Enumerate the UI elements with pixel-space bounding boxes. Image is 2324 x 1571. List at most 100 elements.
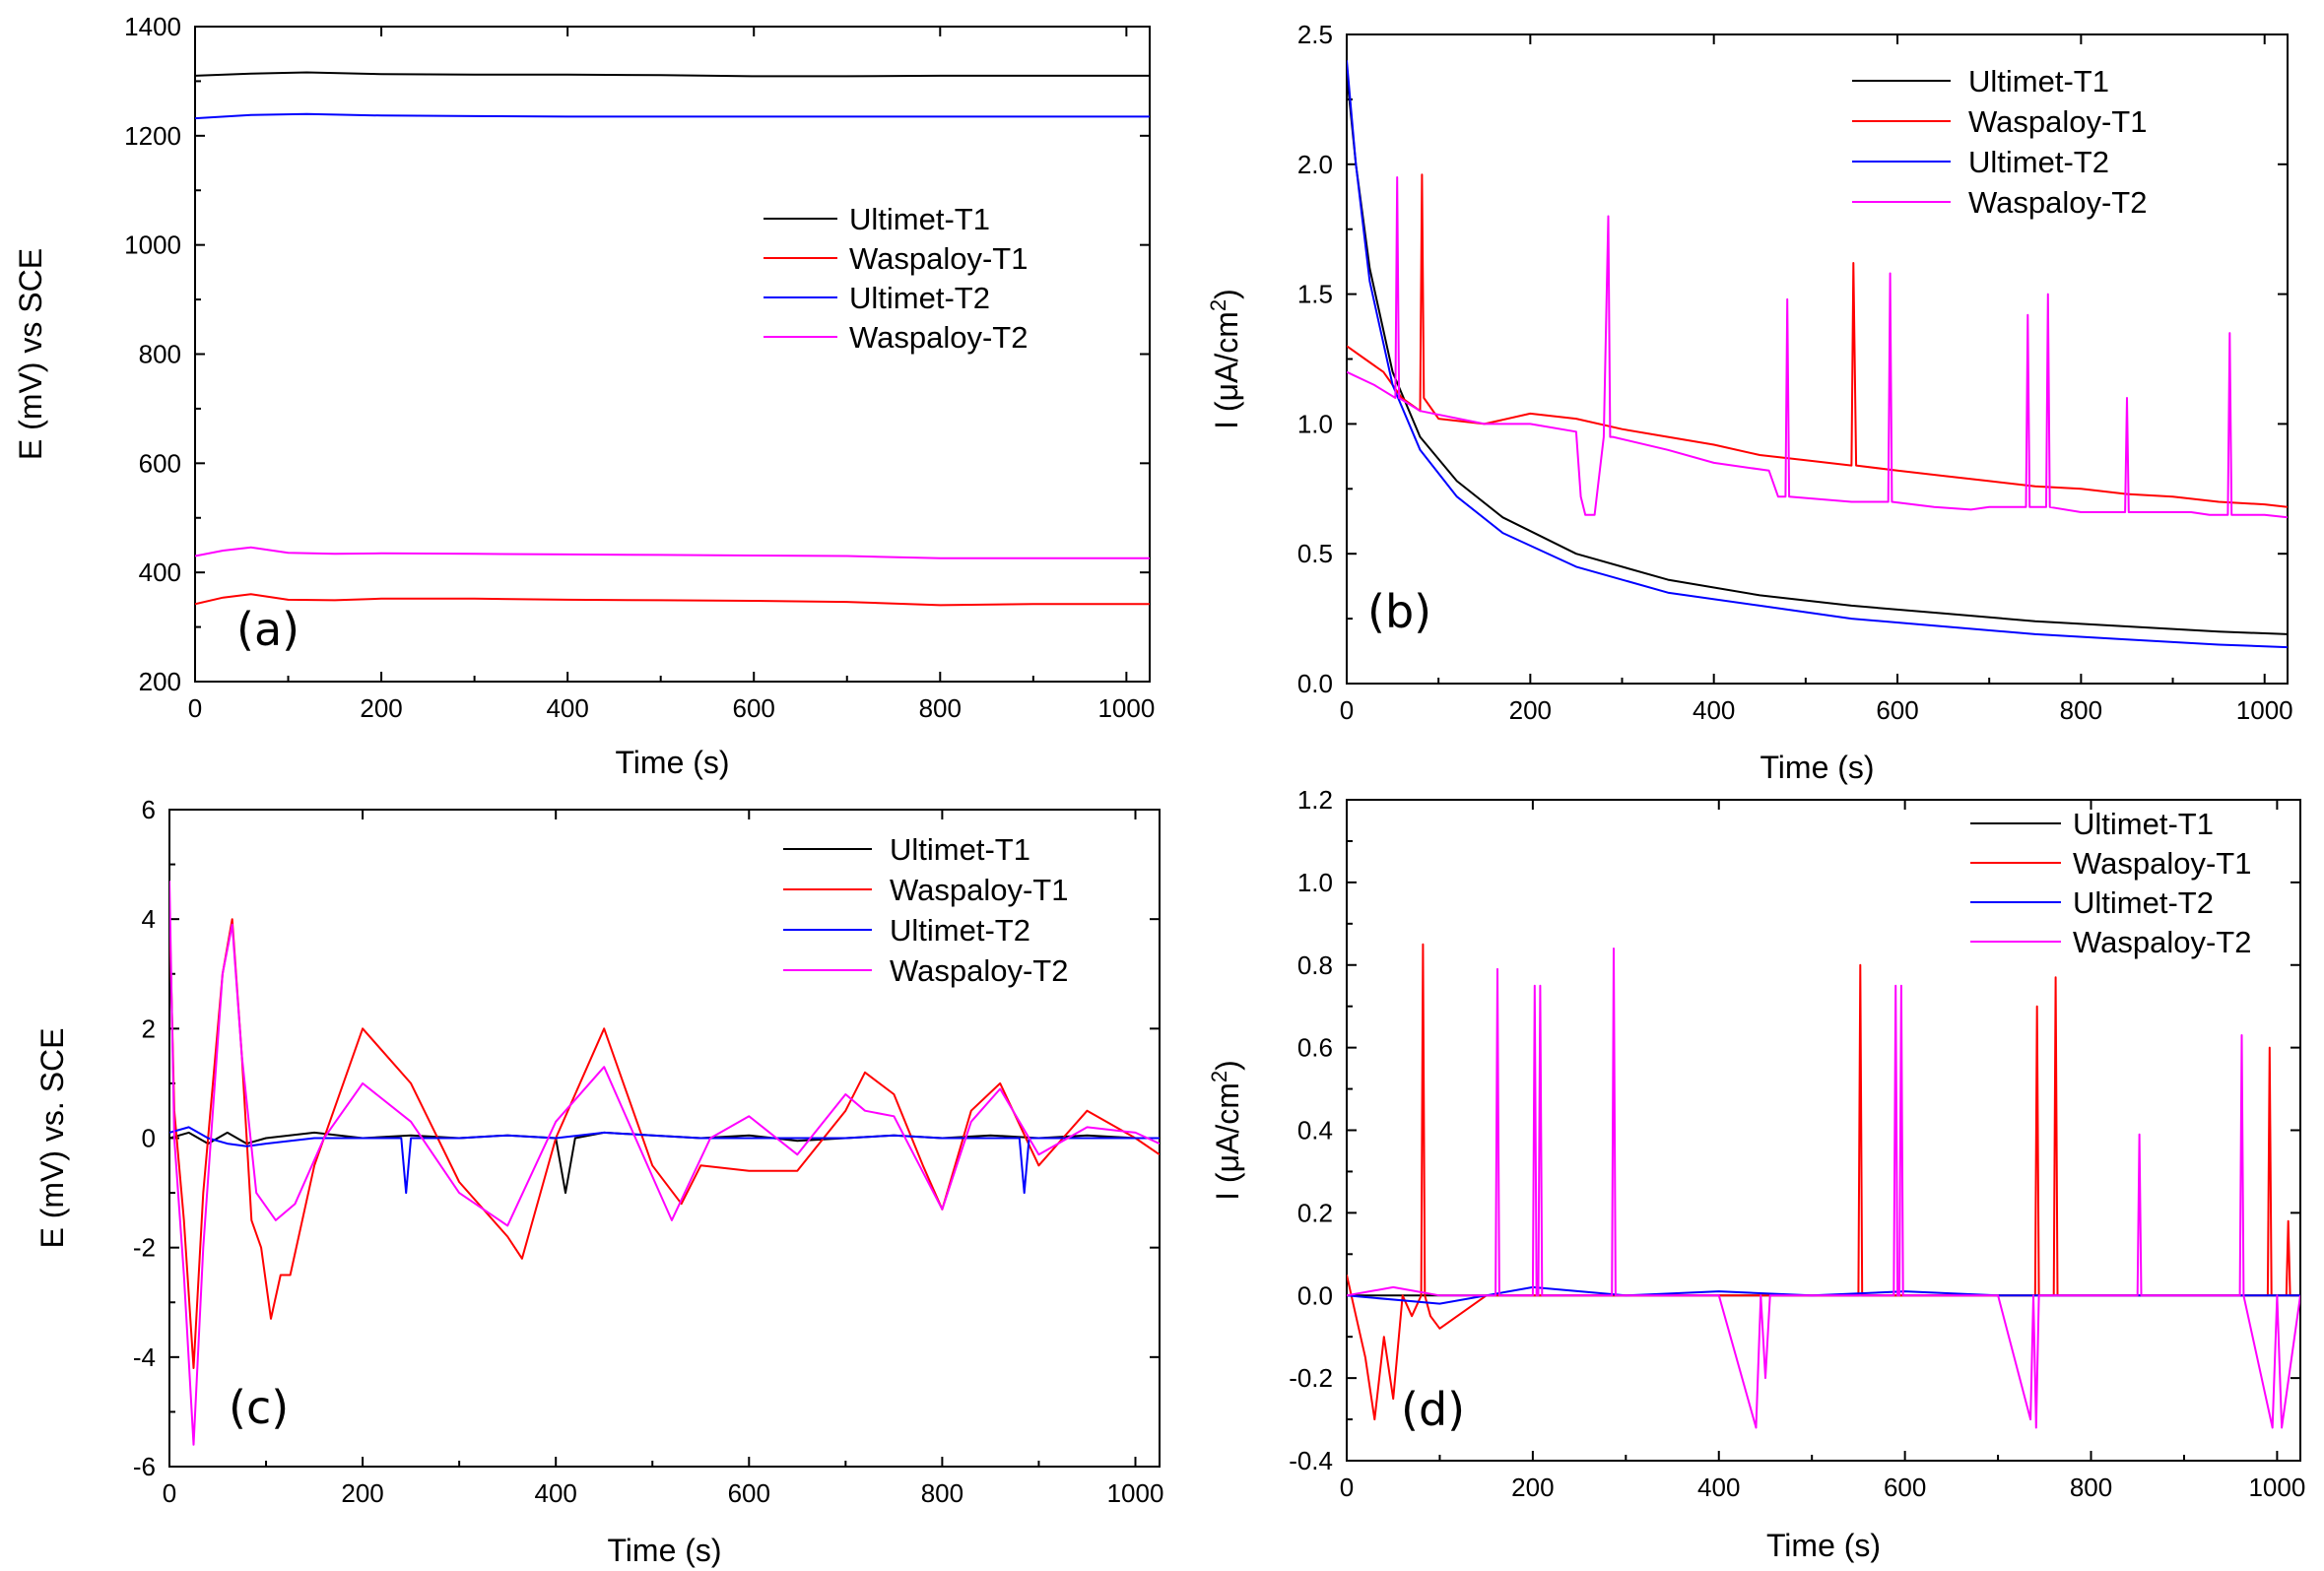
y-tick-label: 400: [139, 557, 181, 587]
y-axis-title: E (mV) vs SCE: [13, 248, 48, 460]
x-tick-label: 0: [1340, 1473, 1354, 1502]
panel-label: (b): [1367, 585, 1431, 638]
legend-label: Waspaloy-T1: [890, 873, 1068, 907]
x-tick-label: 400: [546, 693, 588, 723]
y-tick-label: 0.6: [1297, 1033, 1333, 1063]
x-tick-label: 800: [921, 1478, 963, 1508]
series-line-waspaloy-t2: [195, 546, 1150, 559]
legend-label: Waspaloy-T1: [2073, 846, 2251, 881]
x-axis-title: Time (s): [607, 1533, 721, 1568]
legend-label: Waspaloy-T2: [890, 953, 1068, 988]
x-tick-label: 1000: [1107, 1478, 1164, 1508]
panel-a: 0 200 400 600 800 100020040060080010001200140…: [13, 12, 1155, 780]
x-tick-label: 0: [188, 693, 202, 723]
x-tick-label: 200: [1511, 1473, 1554, 1502]
legend-label: Waspaloy-T2: [2073, 925, 2251, 959]
y-axis-title: E (mV) vs. SCE: [34, 1027, 70, 1248]
x-tick-label: 800: [2070, 1473, 2112, 1502]
legend-label: Ultimet-T1: [2073, 807, 2214, 841]
y-tick-label: -6: [133, 1452, 156, 1481]
x-tick-label: 400: [534, 1478, 576, 1508]
y-tick-label: 2.5: [1297, 20, 1333, 49]
x-tick-label: 600: [728, 1478, 770, 1508]
panel-d: 0 200 400 600 800 1000 -0.4 -0.2 0.0 0.2 0.4 0.6 0.8…: [1207, 785, 2306, 1563]
series-line-ultimet-t1: [1347, 73, 2288, 635]
y-tick-label: 600: [139, 448, 181, 478]
x-tick-label: 200: [1509, 695, 1552, 725]
x-tick-label: 0: [1340, 695, 1354, 725]
x-tick-label: 600: [1884, 1473, 1926, 1502]
series-line-waspaloy-t1: [1347, 943, 2300, 1421]
series-line-ultimet-t2: [195, 112, 1150, 120]
panel-label: (c): [229, 1381, 289, 1434]
legend-label: Waspaloy-T1: [849, 241, 1028, 276]
y-tick-label: -4: [133, 1342, 156, 1372]
x-axis-title: Time (s): [1760, 750, 1874, 785]
y-tick-label: -0.4: [1289, 1446, 1333, 1475]
y-tick-label: 0.2: [1297, 1198, 1333, 1227]
y-tick-label: 1000: [124, 230, 181, 260]
x-tick-label: 200: [360, 693, 402, 723]
y-tick-label: 6: [142, 795, 156, 824]
y-tick-label: 1.5: [1297, 280, 1333, 309]
y-axis-title: I (μA/cm2): [1207, 1060, 1246, 1201]
panel-b: 0 200 400 600 800 1000 0.0 0.5 1.0 1.5 2.0 2.5 Time …: [1206, 20, 2293, 785]
x-tick-label: 1000: [2248, 1473, 2305, 1502]
y-tick-label: 200: [139, 667, 181, 696]
series-line-waspaloy-t2: [1347, 948, 2300, 1429]
series-line-waspaloy-t2: [1347, 176, 2288, 519]
panel-label: (a): [236, 603, 299, 656]
legend-label: Waspaloy-T1: [1968, 104, 2147, 139]
y-tick-label: 0.5: [1297, 539, 1333, 568]
x-tick-label: 800: [919, 693, 962, 723]
x-tick-label: 600: [733, 693, 775, 723]
y-tick-label: 800: [139, 340, 181, 369]
series-line-ultimet-t1: [169, 1131, 1160, 1195]
x-tick-label: 600: [1876, 695, 1918, 725]
y-tick-label: 1200: [124, 121, 181, 151]
y-tick-label: -0.2: [1289, 1363, 1333, 1393]
legend-label: Ultimet-T1: [890, 832, 1030, 867]
panel-c: 0 200 400 600 800 1000 -6 -4 -2 0 2 4 6 Time (s) E (mV…: [34, 795, 1163, 1568]
y-tick-label: 4: [142, 904, 156, 934]
legend-label: Waspaloy-T2: [1968, 185, 2147, 220]
x-axis-title: Time (s): [615, 745, 729, 780]
legend-label: Waspaloy-T2: [849, 320, 1028, 355]
y-tick-label: 0: [142, 1124, 156, 1153]
y-tick-label: 0.4: [1297, 1116, 1333, 1146]
legend-label: Ultimet-T2: [890, 913, 1030, 948]
y-tick-label: 2.0: [1297, 150, 1333, 179]
panel-label: (d): [1401, 1383, 1465, 1436]
x-tick-label: 400: [1697, 1473, 1740, 1502]
y-tick-label: 0.0: [1297, 1280, 1333, 1310]
y-tick-label: 1.0: [1297, 868, 1333, 897]
x-tick-label: 1000: [1097, 693, 1155, 723]
legend-label: Ultimet-T1: [849, 202, 990, 236]
series-line-ultimet-t1: [195, 71, 1150, 78]
legend-label: Ultimet-T2: [2073, 885, 2214, 920]
y-tick-label: 0.0: [1297, 669, 1333, 698]
y-tick-label: 1.2: [1297, 785, 1333, 815]
series-line-waspaloy-t2: [169, 881, 1160, 1446]
y-axis-title: I (μA/cm2): [1206, 289, 1245, 429]
legend-label: Ultimet-T2: [1968, 145, 2109, 179]
x-tick-label: 200: [341, 1478, 383, 1508]
y-tick-label: 0.8: [1297, 950, 1333, 980]
series-line-waspaloy-t1: [1347, 173, 2288, 508]
legend-label: Ultimet-T2: [849, 281, 990, 315]
y-tick-label: 1.0: [1297, 409, 1333, 438]
x-tick-label: 1000: [2236, 695, 2293, 725]
y-tick-label: 1400: [124, 12, 181, 41]
x-tick-label: 0: [163, 1478, 176, 1508]
x-tick-label: 800: [2060, 695, 2102, 725]
y-tick-label: 2: [142, 1014, 156, 1043]
series-line-ultimet-t2: [1347, 60, 2288, 649]
series-line-waspaloy-t1: [195, 593, 1150, 607]
legend-label: Ultimet-T1: [1968, 64, 2109, 98]
y-tick-label: -2: [133, 1233, 156, 1263]
x-tick-label: 400: [1693, 695, 1735, 725]
x-axis-title: Time (s): [1766, 1528, 1881, 1563]
series-line-ultimet-t2: [169, 1126, 1160, 1195]
